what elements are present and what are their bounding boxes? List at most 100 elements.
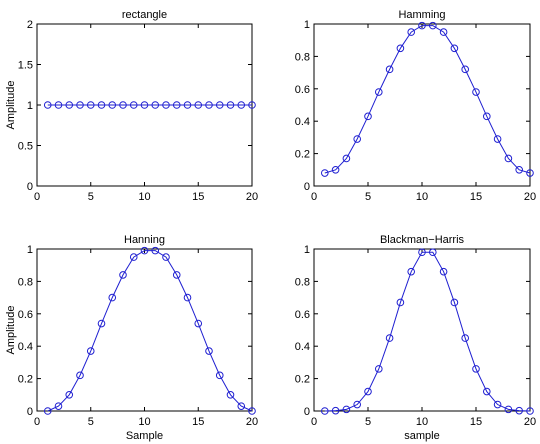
data-point bbox=[151, 246, 160, 255]
data-point bbox=[504, 405, 513, 414]
data-point bbox=[429, 21, 437, 30]
y-tick-label: 0.6 bbox=[295, 84, 310, 96]
y-tick-label: 0.8 bbox=[295, 276, 310, 288]
chart-title: Blackman−Harris bbox=[380, 234, 465, 246]
chart-title: Hanning bbox=[124, 234, 165, 246]
subplot-4: 0 5 10 15 20 0 0.2 0.4 0.6 0.8 1 Blackman−Harris sam… bbox=[295, 234, 536, 442]
data-point bbox=[439, 28, 448, 36]
y-tick-label: 1 bbox=[304, 19, 310, 31]
data-point bbox=[248, 101, 256, 109]
data-point bbox=[331, 166, 340, 174]
data-point bbox=[226, 391, 235, 399]
chart-title: Hamming bbox=[398, 9, 445, 21]
data-point bbox=[183, 101, 192, 109]
data-point bbox=[385, 334, 394, 342]
data-point bbox=[205, 347, 213, 355]
data-point bbox=[364, 387, 372, 396]
data-point bbox=[342, 154, 351, 163]
x-tick-label: 0 bbox=[311, 191, 317, 203]
data-point bbox=[515, 406, 524, 415]
data-point bbox=[483, 387, 491, 396]
data-point bbox=[226, 101, 235, 109]
y-tick-label: 0.8 bbox=[18, 276, 33, 288]
data-point bbox=[215, 371, 224, 380]
data-point bbox=[483, 112, 491, 121]
data-point bbox=[129, 253, 138, 261]
x-tick-label: 20 bbox=[246, 416, 258, 428]
x-tick-label: 15 bbox=[192, 416, 204, 428]
y-tick-label: 0.2 bbox=[295, 149, 310, 161]
x-tick-label: 10 bbox=[416, 191, 428, 203]
data-point bbox=[472, 365, 480, 373]
data-point bbox=[43, 101, 52, 109]
data-point bbox=[396, 44, 405, 53]
y-tick-label: 0 bbox=[304, 181, 310, 193]
y-tick-label: 0 bbox=[27, 181, 33, 193]
data-point bbox=[321, 169, 329, 177]
data-point bbox=[172, 101, 181, 109]
data-point bbox=[119, 101, 127, 109]
data-point bbox=[140, 101, 149, 109]
x-tick-label: 0 bbox=[311, 416, 317, 428]
series-line bbox=[324, 25, 531, 174]
data-point bbox=[450, 298, 459, 307]
chart-title: rectangle bbox=[122, 9, 167, 21]
data-point bbox=[237, 101, 246, 109]
data-point bbox=[140, 246, 149, 255]
x-tick-label: 10 bbox=[138, 191, 150, 203]
data-point bbox=[54, 101, 63, 109]
subplot-1: 0 5 10 15 20 0 0.5 1 1.5 2 rectangle Amplitude bbox=[5, 9, 258, 203]
x-tick-label: 0 bbox=[34, 416, 40, 428]
data-point bbox=[526, 169, 534, 177]
y-tick-label: 2 bbox=[27, 19, 33, 31]
data-point bbox=[54, 402, 63, 410]
x-tick-label: 5 bbox=[88, 191, 94, 203]
data-point bbox=[162, 253, 170, 261]
data-point bbox=[248, 407, 256, 415]
series-line bbox=[47, 250, 253, 412]
data-point bbox=[108, 293, 117, 302]
data-point bbox=[353, 135, 362, 143]
data-point bbox=[237, 402, 246, 410]
x-tick-label: 20 bbox=[524, 191, 536, 203]
y-tick-label: 1 bbox=[27, 100, 33, 112]
data-point bbox=[205, 101, 213, 109]
y-tick-label: 0.4 bbox=[295, 116, 310, 128]
y-tick-label: 0.4 bbox=[18, 341, 33, 353]
data-point bbox=[439, 267, 448, 276]
data-point bbox=[321, 407, 329, 415]
x-tick-label: 5 bbox=[365, 416, 371, 428]
data-point bbox=[151, 101, 160, 109]
x-tick-label: 10 bbox=[138, 416, 150, 428]
data-point bbox=[515, 166, 524, 174]
data-point bbox=[76, 371, 84, 380]
y-tick-label: 0.6 bbox=[295, 309, 310, 321]
data-point bbox=[493, 400, 502, 409]
data-point bbox=[119, 271, 127, 279]
y-axis-label: Amplitude bbox=[5, 306, 17, 355]
data-point bbox=[418, 21, 426, 30]
data-point bbox=[504, 154, 513, 163]
data-point bbox=[526, 407, 534, 415]
data-point bbox=[375, 88, 383, 96]
x-axis-label: sample bbox=[404, 430, 439, 442]
data-point bbox=[97, 319, 106, 328]
x-tick-label: 20 bbox=[246, 191, 258, 203]
y-tick-label: 0.4 bbox=[295, 341, 310, 353]
y-tick-label: 0.6 bbox=[18, 309, 33, 321]
data-point bbox=[108, 101, 117, 109]
y-tick-label: 0 bbox=[304, 406, 310, 418]
data-point bbox=[172, 271, 181, 279]
y-tick-label: 0 bbox=[27, 406, 33, 418]
data-point bbox=[194, 319, 203, 328]
data-point bbox=[162, 101, 170, 109]
data-point bbox=[364, 112, 372, 121]
data-point bbox=[375, 365, 383, 373]
y-tick-label: 0.2 bbox=[295, 374, 310, 386]
x-tick-label: 20 bbox=[524, 416, 536, 428]
data-point bbox=[396, 298, 405, 307]
data-point bbox=[461, 65, 470, 74]
data-point bbox=[407, 28, 416, 36]
subplot-2: 0 5 10 15 20 0 0.2 0.4 0.6 0.8 1 Hamming bbox=[295, 9, 536, 203]
